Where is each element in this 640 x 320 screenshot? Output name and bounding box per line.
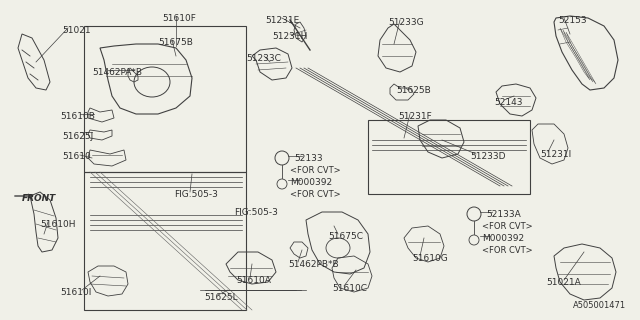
Text: A505001471: A505001471	[573, 301, 626, 310]
Text: 51462PA*B: 51462PA*B	[92, 68, 142, 77]
Text: 51610I: 51610I	[60, 288, 92, 297]
Text: 51021A: 51021A	[546, 278, 580, 287]
Text: 52133: 52133	[294, 154, 323, 163]
Text: 51462PB*B: 51462PB*B	[288, 260, 339, 269]
Text: 52153: 52153	[558, 16, 587, 25]
Bar	[368, 120, 530, 194]
Text: 51231E: 51231E	[265, 16, 300, 25]
Text: 51233C: 51233C	[246, 54, 281, 63]
Text: 51610: 51610	[62, 152, 91, 161]
Text: <FOR CVT>: <FOR CVT>	[290, 166, 340, 175]
Text: 51233D: 51233D	[470, 152, 506, 161]
Text: 51625B: 51625B	[396, 86, 431, 95]
Text: 51610H: 51610H	[40, 220, 76, 229]
Text: FIG.505-3: FIG.505-3	[174, 190, 218, 199]
Text: 51231H: 51231H	[272, 32, 307, 41]
Text: 51610A: 51610A	[236, 276, 271, 285]
Text: <FOR CVT>: <FOR CVT>	[482, 222, 532, 231]
Text: M000392: M000392	[290, 178, 332, 187]
Text: FRONT: FRONT	[22, 194, 56, 203]
Text: 52143: 52143	[494, 98, 522, 107]
Text: 51021: 51021	[62, 26, 91, 35]
Text: 51610B: 51610B	[60, 112, 95, 121]
Text: 51231F: 51231F	[398, 112, 432, 121]
Text: 51625L: 51625L	[204, 293, 237, 302]
Text: 51625J: 51625J	[62, 132, 93, 141]
Bar	[84, 26, 246, 172]
Text: FIG.505-3: FIG.505-3	[234, 208, 278, 217]
Text: <FOR CVT>: <FOR CVT>	[290, 190, 340, 199]
Text: 52133A: 52133A	[486, 210, 521, 219]
Text: M000392: M000392	[482, 234, 524, 243]
Text: <FOR CVT>: <FOR CVT>	[482, 246, 532, 255]
Text: 51231I: 51231I	[540, 150, 572, 159]
Text: 51610G: 51610G	[412, 254, 448, 263]
Bar	[84, 172, 246, 310]
Text: 51233G: 51233G	[388, 18, 424, 27]
Text: 51610C: 51610C	[332, 284, 367, 293]
Text: 51675C: 51675C	[328, 232, 363, 241]
Text: 51675B: 51675B	[158, 38, 193, 47]
Text: 51610F: 51610F	[162, 14, 196, 23]
